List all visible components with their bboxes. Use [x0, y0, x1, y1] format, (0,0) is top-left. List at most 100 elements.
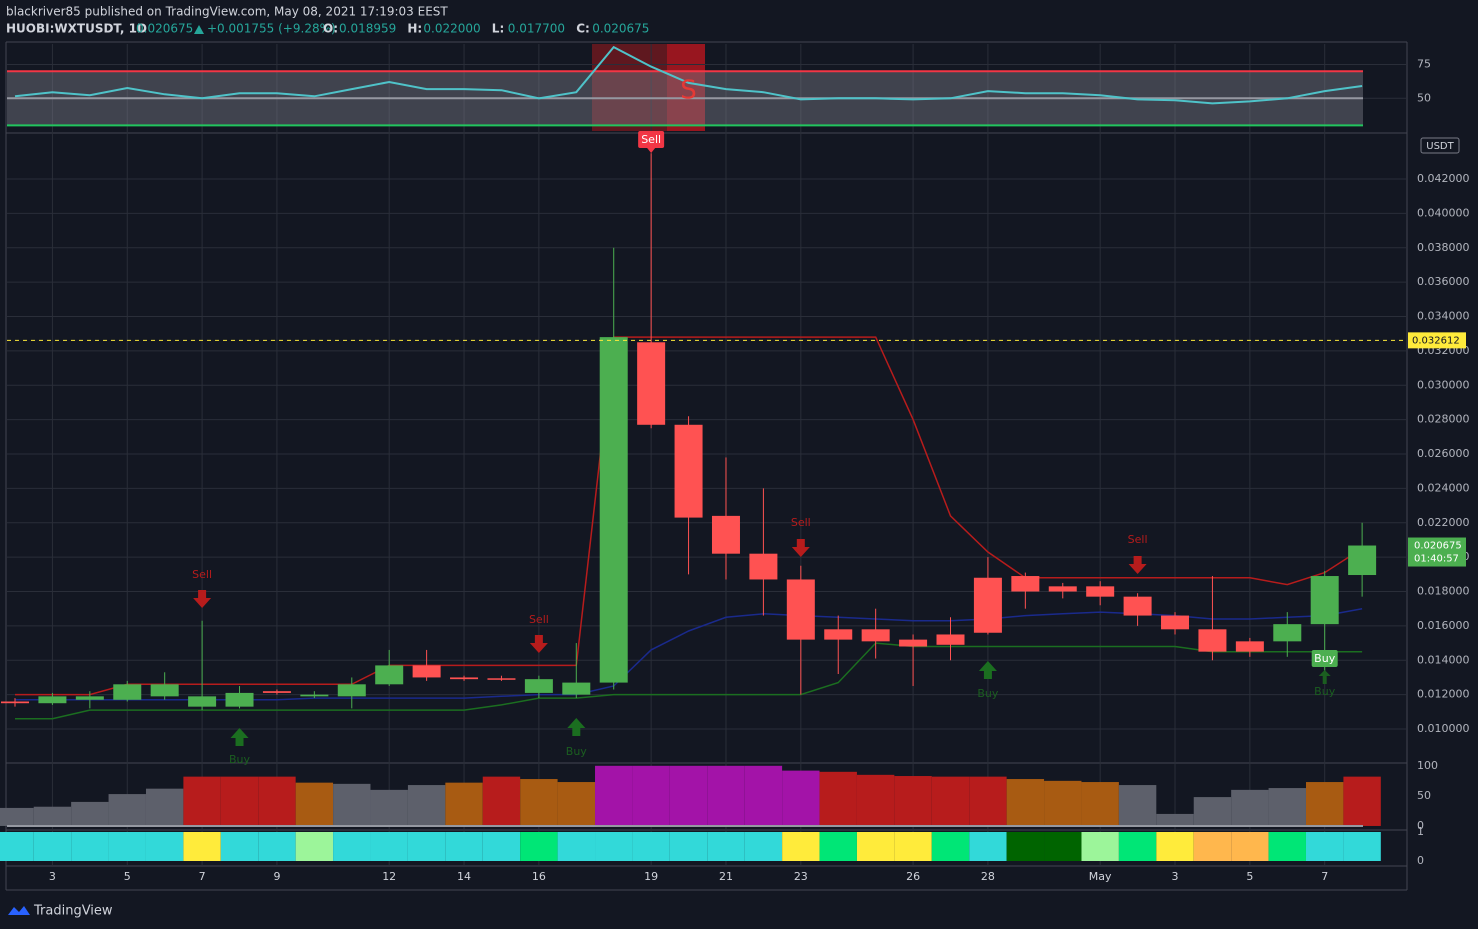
candle-body — [1198, 629, 1227, 652]
x-tick-label: May — [1089, 870, 1112, 883]
signal-zone — [667, 44, 705, 131]
signal-arrow — [193, 590, 212, 608]
indicator-line — [15, 336, 1363, 696]
bar — [482, 776, 521, 826]
bar — [856, 832, 895, 861]
bar — [707, 832, 745, 861]
bar — [258, 776, 296, 826]
y-tick-label: 0 — [1417, 819, 1424, 832]
candle-body — [899, 639, 928, 647]
signal-label: Buy — [1314, 685, 1336, 698]
candle-body — [450, 677, 479, 680]
bar — [632, 832, 670, 861]
bar — [183, 832, 221, 861]
bar — [258, 832, 296, 861]
publisher: blackriver85 published on TradingView.co… — [6, 5, 448, 19]
signal-label: Buy — [229, 753, 251, 766]
x-tick-label: 21 — [719, 870, 733, 883]
x-tick-label: 5 — [124, 870, 131, 883]
bar — [931, 776, 970, 826]
signal-box — [1311, 650, 1338, 667]
x-tick-label: 14 — [457, 870, 471, 883]
candle-body — [412, 665, 441, 678]
candle-body — [188, 696, 217, 707]
y-tick-label: 0.030000 — [1417, 378, 1470, 391]
y-tick-label: 0.040000 — [1417, 206, 1470, 219]
ohlc-label: O: — [323, 22, 338, 36]
bar — [782, 770, 820, 826]
ohlc-value: 0.017700 — [508, 22, 565, 36]
y-tick-label: 0.034000 — [1417, 310, 1470, 323]
bar — [1118, 832, 1157, 861]
candle-body — [337, 684, 366, 697]
bar — [445, 782, 483, 826]
signal-label: Buy — [1314, 652, 1336, 665]
y-tick-label: 75 — [1417, 58, 1431, 71]
ohlc-label: C: — [576, 22, 590, 36]
signal-box — [638, 131, 665, 148]
currency: USDT — [1426, 141, 1454, 152]
bar — [1306, 832, 1344, 861]
bar — [220, 776, 259, 826]
bar — [1343, 776, 1381, 826]
price-line-label-box — [1408, 332, 1466, 349]
candle-body — [300, 694, 329, 697]
bar — [1156, 832, 1194, 861]
bar — [744, 765, 783, 826]
candle-body — [1011, 576, 1040, 592]
bar — [445, 832, 483, 861]
y-tick-label: 0.012000 — [1417, 688, 1470, 701]
y-tick-label: 0.022000 — [1417, 516, 1470, 529]
signal-arrow — [230, 728, 249, 746]
x-tick-label: 7 — [199, 870, 206, 883]
x-tick-label: 7 — [1321, 870, 1328, 883]
bar — [183, 776, 221, 826]
pane-borders — [5, 41, 1408, 891]
bar — [595, 765, 633, 826]
bar — [1193, 832, 1232, 861]
logo: TradingView — [33, 904, 113, 919]
oscillator-annotation: S — [680, 76, 697, 106]
candle-body — [711, 515, 740, 554]
bar — [1156, 813, 1194, 826]
signal-label: Sell — [791, 516, 811, 529]
candle-body — [1161, 615, 1190, 630]
bar — [0, 832, 34, 861]
bar — [1081, 782, 1119, 826]
bar — [295, 832, 334, 861]
bar — [108, 794, 146, 826]
bar — [557, 832, 595, 861]
x-tick-label: 9 — [273, 870, 280, 883]
ohlc-value: 0.018959 — [339, 22, 396, 36]
bar — [333, 783, 371, 826]
x-tick-label: 26 — [906, 870, 920, 883]
y-tick-label: 0.010000 — [1417, 722, 1470, 735]
bar — [108, 832, 146, 861]
candle-body — [936, 634, 965, 645]
bar — [707, 765, 745, 826]
candle-body — [113, 684, 142, 700]
y-tick-label: 0 — [1417, 854, 1424, 867]
y-tick-label: 0.014000 — [1417, 653, 1470, 666]
bar — [1268, 832, 1306, 861]
y-tick-label: 0.036000 — [1417, 275, 1470, 288]
currency-box — [1420, 137, 1460, 154]
y-tick-label: 50 — [1417, 789, 1431, 802]
candle-body — [1235, 641, 1264, 652]
signal-label: Buy — [566, 745, 588, 758]
candle-body — [749, 553, 778, 580]
bar — [1231, 789, 1269, 826]
ohlc-label: L: — [492, 22, 504, 36]
bar — [33, 806, 72, 826]
x-tick-label: 3 — [49, 870, 56, 883]
bar — [782, 832, 820, 861]
signal-arrow — [791, 539, 810, 557]
ohlc-value: 0.020675 — [592, 22, 649, 36]
bar — [1118, 785, 1157, 826]
bar — [333, 832, 371, 861]
bar — [1231, 832, 1269, 861]
bar — [595, 832, 633, 861]
bar — [856, 774, 895, 826]
signal-label: Sell — [529, 613, 549, 626]
